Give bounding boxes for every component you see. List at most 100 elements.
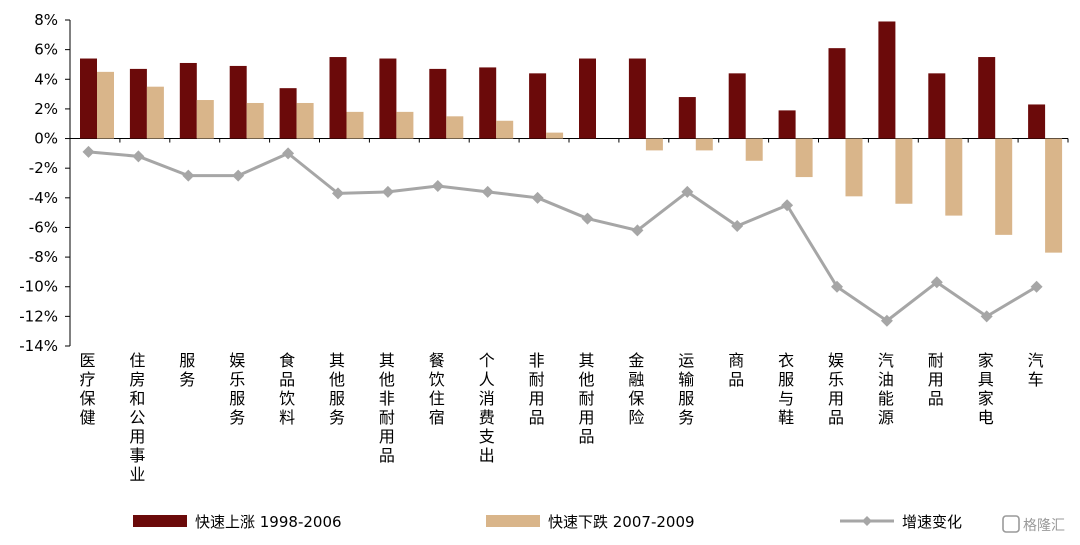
y-axis: 8% 6% 4% 2% 0% -2% -4% -6% -8% -10% -12% -14% [19,11,1069,355]
y-tick-label: 4% [34,70,58,88]
line-point-marker [282,147,295,160]
line-point-marker [381,185,394,198]
line-point-marker [481,185,494,198]
bar-layer [80,21,1063,253]
category-label: 医疗保健 [79,351,95,427]
category-label: 金融保险 [628,351,644,427]
category-label: 衣服与鞋 [778,351,794,427]
bar-rise [179,62,197,139]
bar-fall [396,111,414,139]
line-point-marker [980,310,993,323]
y-tick-label: 0% [34,130,58,148]
watermark-text: 格隆汇 [1023,518,1065,534]
y-tick-label: -6% [29,218,58,236]
bar-fall [97,71,114,139]
y-tick-label: -12% [19,307,58,325]
y-tick-label: -10% [19,278,58,296]
legend: 快速上涨 1998-2006 快速下跌 2007-2009 增速变化 [133,513,962,531]
y-tick-label: -4% [29,189,58,207]
line-point-marker [831,280,843,293]
line-point-marker [82,145,95,158]
bar-rise [628,58,646,139]
y-tick-label: -14% [19,337,58,355]
category-label: 个人消费支出 [479,351,495,465]
category-label: 娱乐服务 [229,351,245,427]
category-label: 汽车 [1028,351,1044,389]
category-label: 运输服务 [678,351,694,427]
bar-rise [828,48,846,139]
bar-fall [845,138,863,197]
category-label: 非耐用品 [529,351,545,427]
bar-rise [229,65,247,139]
bar-rise [329,57,347,139]
bar-rise [778,110,796,139]
bar-fall [446,116,464,139]
line-point-marker [631,224,644,237]
bar-rise [878,21,896,139]
bar-rise [429,68,447,139]
y-tick-label: 6% [34,41,58,59]
bar-fall [546,132,564,139]
bar-rise [529,73,547,139]
line-point-marker [781,199,794,212]
x-axis-labels: 医疗保健 住房和公用事业 服务 娱乐服务 食品饮料 其他服务 其他非耐用品 餐饮住宿 个人消费支… [79,351,1043,484]
bar-fall [645,138,663,151]
bar-fall [196,100,214,139]
line-point-marker [581,212,594,225]
bar-fall [146,86,164,139]
category-label: 娱乐用品 [828,351,844,427]
line-point-marker [132,150,145,163]
bar-fall [745,138,763,161]
growth-change-line [88,150,1038,323]
legend-marker [862,516,872,526]
y-tick-label: -2% [29,159,58,177]
bar-rise [379,58,397,139]
category-label: 服务 [179,351,195,389]
bar-rise [928,73,946,139]
category-label: 耐用品 [928,351,944,408]
line-point-marker [930,276,943,289]
legend-swatch [486,515,540,527]
legend-label: 快速下跌 2007-2009 [548,513,695,531]
bar-fall [246,102,264,139]
line-point-marker [531,191,544,204]
legend-swatch [133,515,187,527]
bar-fall [346,111,364,139]
line-point-marker [1030,280,1043,293]
category-label: 住房和公用事业 [129,351,145,484]
category-label: 汽油能源 [878,351,894,427]
line-point-marker [232,169,245,182]
line-point-marker [182,169,195,182]
legend-label: 快速上涨 1998-2006 [195,513,342,531]
bar-fall [1045,138,1063,253]
category-label: 其他服务 [329,351,345,427]
watermark: 格隆汇 [1002,515,1065,534]
bar-rise [728,73,746,139]
bar-fall [995,138,1013,235]
bar-rise [129,68,147,139]
line-point-marker [431,179,444,192]
bar-fall [695,138,713,151]
bar-rise [1028,104,1046,139]
category-label: 其他非耐用品 [379,351,395,465]
bar-rise [978,57,996,139]
legend-label: 增速变化 [902,513,962,531]
y-tick-label: 8% [34,11,58,29]
line-point-marker [332,187,344,200]
bar-rise [678,97,696,139]
y-tick-label: -8% [29,248,58,266]
bar-rise [579,58,596,139]
line-layer [82,145,1043,327]
line-point-marker [880,314,893,327]
bar-rise [479,67,497,139]
line-point-marker [681,185,694,198]
bar-rise [80,58,97,139]
category-label: 食品饮料 [279,351,295,427]
category-label: 商品 [728,351,744,389]
bar-rise [279,88,297,139]
line-point-marker [731,219,744,232]
category-label: 其他耐用品 [578,351,594,446]
bar-fall [795,138,813,178]
